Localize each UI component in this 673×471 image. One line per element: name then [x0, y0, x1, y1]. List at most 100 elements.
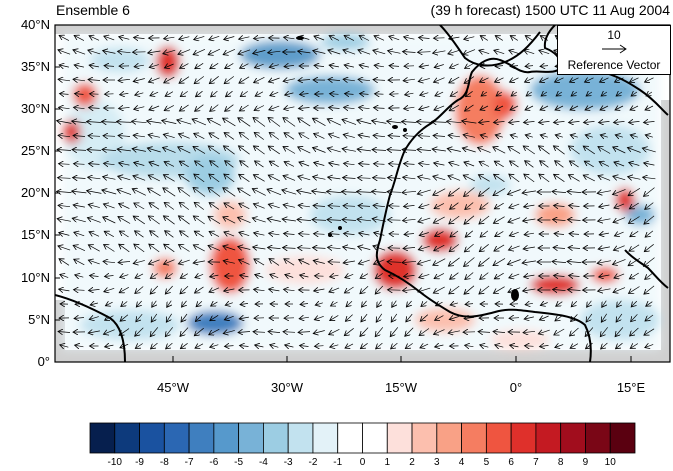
lat-label-30n: 30°N [20, 101, 50, 116]
wind-vector [584, 121, 595, 122]
wind-vector [523, 219, 536, 221]
missing-data-bottom [55, 350, 670, 362]
wind-vector [644, 187, 655, 197]
wind-vector [556, 302, 563, 307]
wind-vector [343, 178, 356, 179]
wind-vector [419, 38, 430, 39]
wind-vector [509, 232, 519, 236]
wind-vector [343, 247, 356, 249]
wind-vector [314, 316, 324, 319]
wind-vector [313, 177, 326, 180]
wind-vector [163, 134, 175, 137]
wind-vector [151, 342, 158, 349]
missing-data-top [55, 25, 670, 34]
wind-vector [73, 136, 86, 137]
wind-vector [223, 146, 235, 155]
wind-vector [269, 133, 280, 140]
wind-vector [525, 66, 534, 67]
wind-vector [240, 64, 249, 69]
wind-vector [285, 275, 294, 278]
wind-vector [104, 231, 114, 238]
wind-vector [450, 92, 458, 97]
wind-vector [255, 275, 264, 278]
wind-vector [552, 191, 567, 192]
colorbar-box [188, 422, 215, 454]
wind-vector [464, 317, 475, 318]
colorbar-box [609, 422, 636, 454]
wind-vector [358, 135, 370, 137]
wind-vector [148, 77, 160, 82]
wind-vector [314, 234, 325, 235]
wind-vector [182, 300, 187, 307]
wind-vector [600, 78, 609, 82]
wind-vector [284, 107, 295, 109]
wind-vector [418, 218, 431, 222]
wind-vector [104, 66, 115, 67]
wind-vector [358, 206, 371, 207]
wind-vector [449, 285, 460, 294]
wind-vector [629, 202, 639, 209]
wind-vector [569, 206, 580, 207]
wind-vector [387, 121, 402, 123]
colorbar-box [436, 422, 462, 454]
wind-vector [120, 314, 129, 321]
wind-vector [387, 262, 402, 263]
wind-vector [224, 232, 235, 236]
wind-vector [253, 50, 266, 53]
wind-vector [72, 191, 87, 193]
wind-vector [102, 149, 117, 150]
wind-vector [90, 276, 99, 277]
wind-vector [74, 107, 85, 108]
wind-vector [373, 205, 386, 206]
wind-vector [374, 233, 385, 236]
wind-vector [149, 203, 160, 210]
wind-vector [465, 272, 474, 280]
lon-label-0: 0° [509, 380, 523, 395]
wind-vector [165, 273, 173, 278]
wind-vector [105, 302, 113, 306]
wind-vector [509, 121, 520, 122]
wind-vector [283, 176, 296, 181]
wind-vector [358, 79, 371, 80]
wind-vector [133, 135, 145, 137]
wind-vector [224, 203, 235, 210]
wind-vector [598, 219, 611, 221]
wind-vector [105, 345, 114, 347]
wind-vector [433, 51, 446, 53]
wind-vector [102, 190, 117, 195]
colorbar-tick-label: 9 [582, 457, 589, 468]
wind-vector [599, 162, 610, 167]
wind-vector [571, 300, 578, 307]
wind-vector [615, 106, 624, 110]
wind-vector [343, 79, 355, 81]
wind-vector [524, 50, 535, 53]
colorbar-box [238, 422, 264, 454]
wind-vector [148, 259, 160, 264]
wind-vector [614, 121, 625, 122]
wind-vector [103, 217, 116, 224]
wind-vector [238, 49, 251, 54]
wind-vector [300, 275, 309, 277]
lat-label-35n: 35°N [20, 59, 50, 74]
wind-vector [193, 245, 205, 252]
wind-vector [524, 233, 534, 235]
wind-vector [209, 174, 220, 183]
wind-vector [210, 63, 219, 68]
wind-vector [90, 303, 98, 305]
wind-vector [224, 76, 235, 83]
wind-vector [630, 327, 639, 336]
wind-vector [449, 104, 459, 110]
wind-vector [268, 175, 280, 182]
wind-vector [644, 121, 655, 122]
wind-vector [509, 204, 520, 208]
wind-vector [178, 147, 191, 154]
wind-vector [192, 119, 207, 126]
wind-vector [598, 147, 611, 154]
wind-vector [418, 78, 430, 81]
wind-vector [118, 217, 131, 224]
wind-vector [433, 258, 446, 266]
wind-vector [357, 120, 372, 124]
wind-vector [225, 63, 234, 68]
wind-vector [180, 343, 188, 348]
wind-vector [223, 261, 235, 264]
